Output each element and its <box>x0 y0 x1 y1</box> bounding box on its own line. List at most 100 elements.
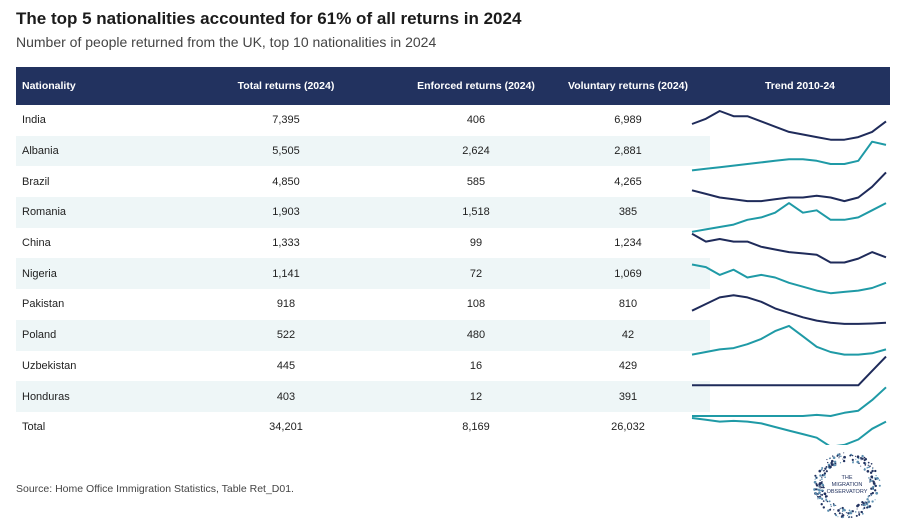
logo-dot <box>875 491 879 495</box>
logo-dot <box>837 509 840 512</box>
cell-voluntary: 42 <box>546 319 710 351</box>
logo-dot <box>874 478 877 481</box>
logo-dot <box>875 475 877 477</box>
logo-dot <box>869 495 871 497</box>
logo-dot <box>860 459 862 461</box>
logo-dot <box>861 457 864 460</box>
page-subtitle: Number of people returned from the UK, t… <box>16 34 437 50</box>
table-row: China 1,333 99 1,234 <box>16 227 890 259</box>
migration-observatory-logo: THE MIGRATION OBSERVATORY <box>813 452 881 519</box>
logo-dot <box>851 458 854 461</box>
logo-dot <box>862 508 864 510</box>
logo-dot <box>864 457 868 461</box>
logo-dot <box>823 472 827 475</box>
logo-dot <box>843 452 845 454</box>
logo-dot <box>842 459 846 463</box>
logo-dot <box>866 498 869 501</box>
logo-dot <box>816 493 818 496</box>
logo-dot <box>816 495 819 498</box>
logo-dot <box>821 493 824 496</box>
logo-dot <box>866 506 869 509</box>
cell-voluntary: 1,069 <box>546 258 710 290</box>
cell-trend <box>710 350 890 382</box>
logo-text-line1: THE <box>842 475 853 481</box>
cell-nationality: Poland <box>16 319 166 351</box>
logo-dot <box>828 465 831 468</box>
logo-dot <box>820 468 823 471</box>
logo-dot <box>868 477 870 479</box>
logo-dot <box>849 454 852 457</box>
logo-dot <box>832 456 836 460</box>
cell-voluntary: 385 <box>546 197 710 228</box>
logo-dot <box>822 486 825 489</box>
logo-dot <box>839 508 841 510</box>
logo-dot <box>828 457 831 460</box>
cell-voluntary: 810 <box>618 298 638 311</box>
logo-dot <box>826 459 828 461</box>
logo-dot <box>820 481 823 485</box>
logo-text-line3: OBSERVATORY <box>827 489 868 495</box>
table-row: Albania 5,505 2,624 2,881 <box>16 135 890 167</box>
table-row: Total 34,201 8,169 26,032 <box>16 411 890 443</box>
logo-dot <box>820 486 823 489</box>
logo-dot <box>873 477 875 479</box>
logo-dot <box>864 467 866 470</box>
logo-dot <box>870 462 873 465</box>
logo-dot <box>819 494 821 496</box>
logo-dot <box>815 477 818 479</box>
cell-total: 522 <box>166 319 406 351</box>
logo-dot <box>856 460 860 464</box>
logo-dot <box>843 455 846 459</box>
logo-dot <box>845 512 847 514</box>
logo-dot <box>869 478 872 481</box>
cell-nationality: Romania <box>16 197 166 228</box>
logo-dot <box>821 483 824 487</box>
logo-dot <box>871 469 874 473</box>
cell-enforced: 99 <box>469 237 483 250</box>
logo-dot <box>871 479 874 482</box>
logo-dot <box>858 513 861 516</box>
logo-dot <box>848 511 852 515</box>
logo-dot <box>869 465 871 468</box>
logo-dot <box>819 479 821 481</box>
logo-dot <box>858 511 860 513</box>
logo-dot <box>825 465 828 468</box>
column-header-trend: Trend 2010-24 <box>710 67 890 105</box>
logo-dot <box>822 506 825 509</box>
logo-dot <box>850 510 853 512</box>
logo-dot <box>863 507 866 509</box>
logo-dot <box>825 494 827 496</box>
logo-dot <box>878 479 881 482</box>
cell-trend <box>710 289 890 320</box>
logo-dot <box>815 482 818 486</box>
column-header-nationality: Nationality <box>16 67 166 105</box>
logo-dot <box>864 501 867 503</box>
returns-table-container: Nationality Total returns (2024) Enforce… <box>16 67 890 443</box>
logo-dot <box>837 516 839 518</box>
cell-total: 918 <box>276 298 296 311</box>
logo-dot <box>866 469 870 473</box>
logo-dot <box>827 509 830 512</box>
logo-dot <box>839 455 841 457</box>
table-row: Romania 1,903 1,518 385 <box>16 197 890 228</box>
logo-dot <box>815 488 818 491</box>
table-row: Pakistan 918 108 810 <box>16 289 890 320</box>
logo-dot <box>827 461 829 464</box>
logo-dot <box>819 488 821 490</box>
table-header: Nationality Total returns (2024) Enforce… <box>16 67 890 105</box>
logo-dot <box>854 511 857 513</box>
logo-dot <box>832 504 836 507</box>
logo-dot <box>814 474 817 477</box>
cell-enforced: 108 <box>466 298 486 311</box>
logo-dot <box>851 510 854 513</box>
logo-dot <box>825 470 828 473</box>
logo-dot <box>830 505 832 507</box>
logo-dot <box>824 476 826 478</box>
logo-dot <box>818 496 822 500</box>
table-row: Poland 522 480 42 <box>16 319 890 351</box>
logo-dot <box>872 487 874 489</box>
cell-total: 1,333 <box>272 237 300 250</box>
logo-dot <box>820 503 823 506</box>
logo-dot <box>871 500 874 503</box>
logo-dot <box>867 466 870 469</box>
